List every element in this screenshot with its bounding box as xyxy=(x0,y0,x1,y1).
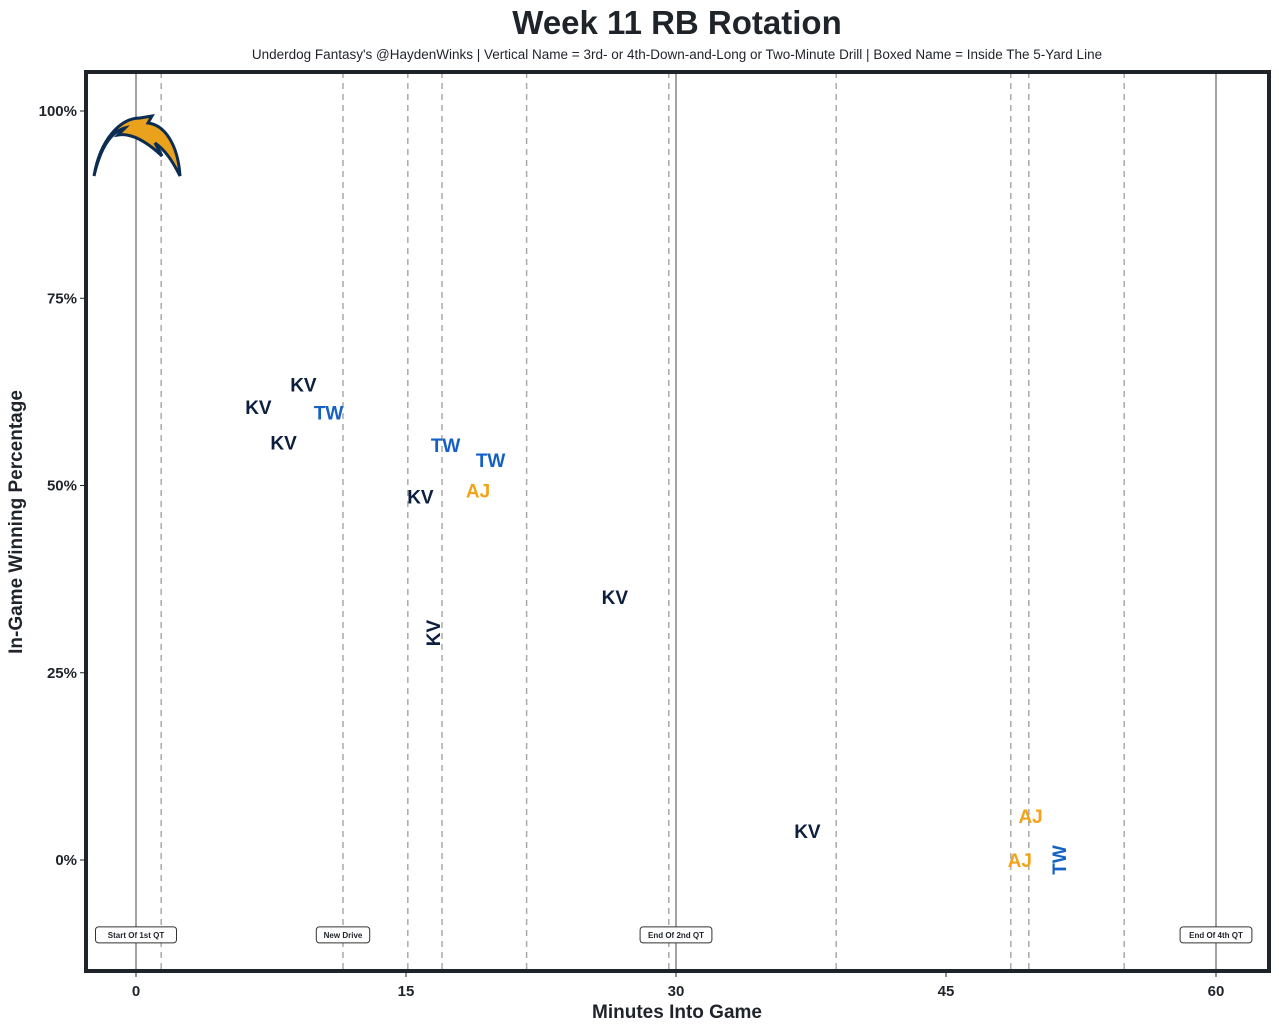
y-axis-label: In-Game Winning Percentage xyxy=(6,390,27,654)
annotation-label: End Of 4th QT xyxy=(1189,931,1243,940)
rb-label-group: AJ xyxy=(466,482,490,503)
rb-label-group: KV xyxy=(270,433,297,454)
rb-label-kv: KV xyxy=(424,620,445,647)
plot-frame xyxy=(84,70,1271,973)
annotation-rect xyxy=(639,926,713,944)
rb-label-group: TW xyxy=(314,403,344,424)
annotation-label: End Of 2nd QT xyxy=(648,931,704,940)
y-tick-label: 25% xyxy=(47,665,77,682)
rb-label-group: AJ xyxy=(1008,851,1032,872)
rb-label-kv: KV xyxy=(270,433,297,454)
x-tick-label: 0 xyxy=(132,983,140,1000)
rb-label-aj: AJ xyxy=(466,482,490,503)
rb-label-group: TW xyxy=(431,436,461,457)
rb-label-group: AJ xyxy=(1018,807,1042,828)
rb-label-tw: TW xyxy=(476,451,506,472)
annotation-rect xyxy=(95,926,177,944)
chart-subtitle: Underdog Fantasy's @HaydenWinks | Vertic… xyxy=(252,47,1102,62)
annotation-box: Start Of 1st QT xyxy=(95,926,177,944)
rb-label-kv: KV xyxy=(794,822,821,843)
x-tick-label: 45 xyxy=(938,983,955,1000)
rb-label-group: KV xyxy=(602,588,629,609)
annotation-label: New Drive xyxy=(324,931,363,940)
annotation-box: End Of 2nd QT xyxy=(639,926,713,944)
rb-label-aj: AJ xyxy=(1018,807,1042,828)
rb-label-group: KV xyxy=(794,822,821,843)
rb-label-group: KV xyxy=(290,375,317,396)
y-tick-label: 50% xyxy=(47,478,77,495)
annotation-label: Start Of 1st QT xyxy=(108,931,165,940)
chargers-logo xyxy=(92,114,182,177)
x-axis-label: Minutes Into Game xyxy=(592,1002,762,1023)
y-tick-label: 0% xyxy=(55,852,77,869)
y-tick-label: 100% xyxy=(39,103,77,120)
rb-label-group: KV xyxy=(407,488,434,509)
annotation-rect xyxy=(1179,926,1253,944)
rb-label-kv: KV xyxy=(602,588,629,609)
rb-label-aj: AJ xyxy=(1008,851,1032,872)
rb-label-kv: KV xyxy=(290,375,317,396)
rb-label-tw: TW xyxy=(1050,845,1071,875)
chart-title: Week 11 RB Rotation xyxy=(512,4,841,41)
rb-label-kv: KV xyxy=(407,488,434,509)
annotation-box: New Drive xyxy=(315,926,371,944)
annotation-box: End Of 4th QT xyxy=(1179,926,1253,944)
rb-label-tw: TW xyxy=(314,403,344,424)
rb-label-kv: KV xyxy=(245,398,272,419)
y-tick-label: 75% xyxy=(47,290,77,307)
rb-label-group: KV xyxy=(424,620,445,647)
x-tick-label: 60 xyxy=(1208,983,1225,1000)
x-tick-label: 30 xyxy=(668,983,685,1000)
rb-label-group: KV xyxy=(245,398,272,419)
rb-label-tw: TW xyxy=(431,436,461,457)
rb-label-group: TW xyxy=(1050,845,1071,875)
annotation-rect xyxy=(315,926,371,944)
x-tick-label: 15 xyxy=(398,983,415,1000)
rb-label-group: TW xyxy=(476,451,506,472)
